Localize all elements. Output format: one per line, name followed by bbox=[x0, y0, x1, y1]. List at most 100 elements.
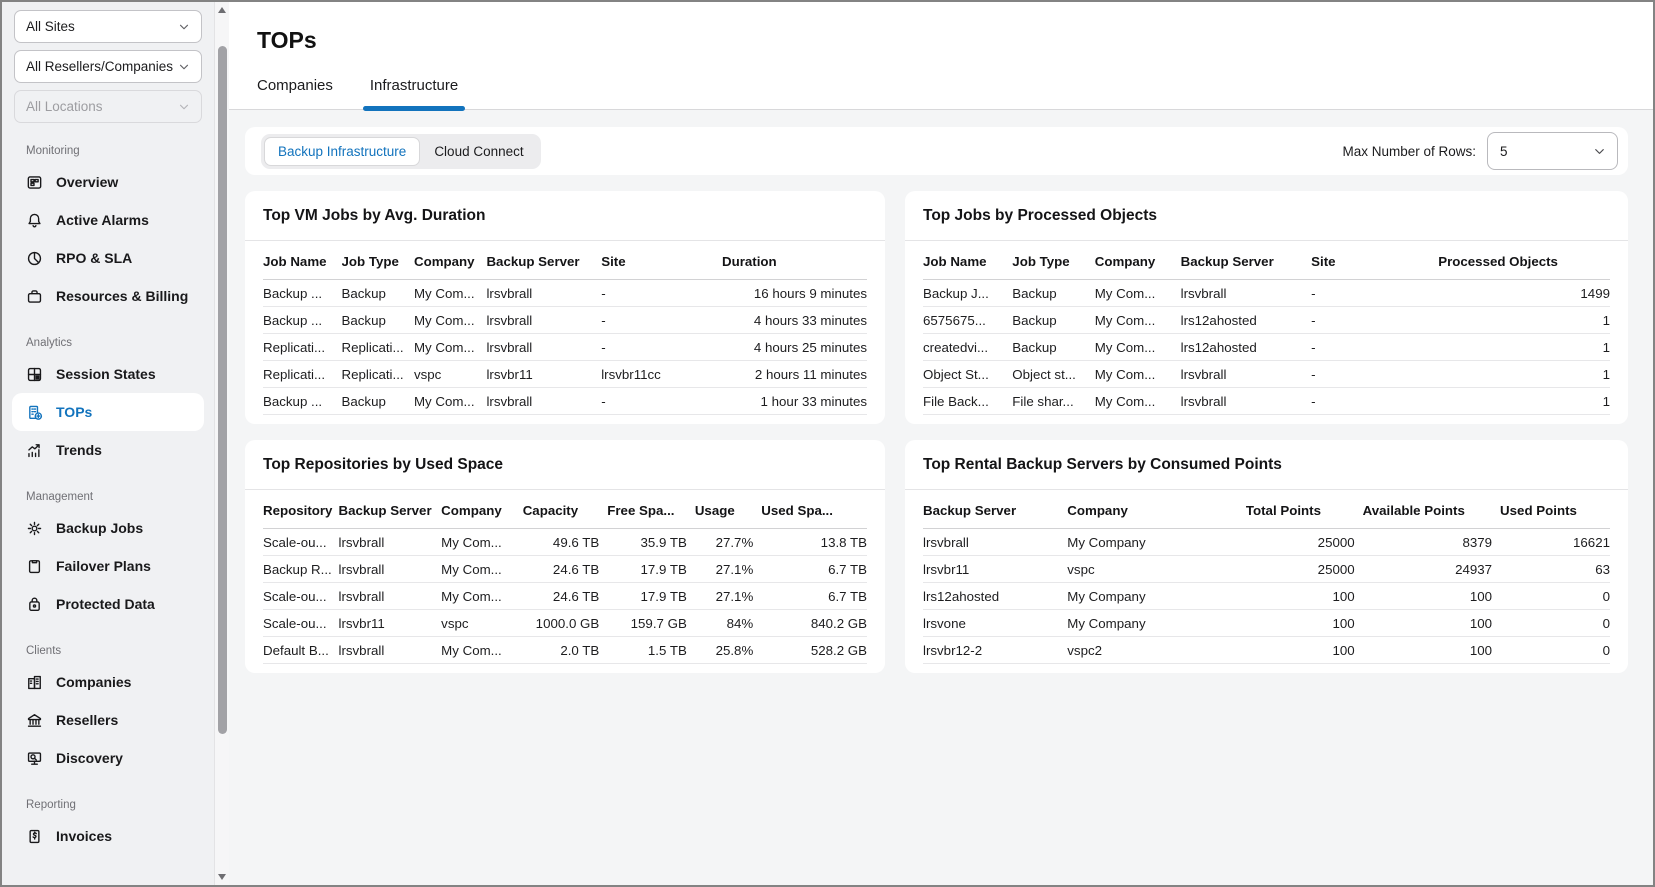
nav-section-label-management: Management bbox=[26, 491, 94, 503]
lock-icon bbox=[26, 596, 43, 613]
sidebar-item-overview[interactable]: Overview bbox=[12, 163, 204, 201]
tab-companies[interactable]: Companies bbox=[257, 77, 333, 94]
cell-site: lrsvbr11cc bbox=[601, 360, 722, 388]
cell-used-points: 0 bbox=[1500, 609, 1610, 637]
filter-select-label: All Sites bbox=[26, 19, 75, 34]
filter-select-all-resellers-companies[interactable]: All Resellers/Companies bbox=[14, 50, 202, 83]
cell-company: vspc bbox=[441, 609, 523, 637]
sidebar-item-label: Invoices bbox=[56, 828, 113, 844]
nav-section-label-monitoring: Monitoring bbox=[26, 145, 80, 157]
cell-used-spa: 528.2 GB bbox=[761, 636, 867, 664]
nav-section-label-clients: Clients bbox=[26, 645, 62, 657]
cell-used-spa: 840.2 GB bbox=[761, 609, 867, 637]
sidebar-item-resellers[interactable]: Resellers bbox=[12, 701, 204, 739]
cell-job-type: Backup bbox=[1012, 333, 1095, 361]
sidebar-item-active-alarms[interactable]: Active Alarms bbox=[12, 201, 204, 239]
table-row: lrs12ahosted My Company 100 100 0 bbox=[923, 582, 1610, 610]
sidebar-item-tops[interactable]: TOPs bbox=[12, 393, 204, 431]
cell-available-points: 100 bbox=[1362, 582, 1501, 610]
table-row: createdvi... Backup My Com... lrs12ahosted -… bbox=[923, 333, 1610, 361]
grid-icon bbox=[26, 366, 43, 383]
cell-company: My Com... bbox=[1094, 279, 1181, 307]
cell-company: My Com... bbox=[441, 582, 523, 610]
segment-cloud-connect[interactable]: Cloud Connect bbox=[420, 137, 537, 166]
filter-select-all-sites[interactable]: All Sites bbox=[14, 10, 202, 43]
cell-company: My Com... bbox=[1094, 306, 1181, 334]
cell-capacity: 2.0 TB bbox=[522, 636, 608, 664]
sidebar-item-session-states[interactable]: Session States bbox=[12, 355, 204, 393]
cell-repository: Scale-ou... bbox=[263, 609, 339, 637]
cell-used-spa: 6.7 TB bbox=[761, 555, 867, 583]
cell-total-points: 25000 bbox=[1245, 555, 1363, 583]
cell-backup-server: lrsvbrall bbox=[338, 582, 442, 610]
sidebar-item-resources-billing[interactable]: Resources & Billing bbox=[12, 277, 204, 315]
cell-free-spa: 159.7 GB bbox=[607, 609, 695, 637]
tab-bar: Companies Infrastructure bbox=[229, 77, 1653, 111]
chevron-down-icon bbox=[177, 100, 191, 114]
nav-section-label-analytics: Analytics bbox=[26, 337, 73, 349]
cell-free-spa: 17.9 TB bbox=[607, 582, 695, 610]
cell-repository: Default B... bbox=[263, 636, 339, 664]
cell-backup-server: lrsvbrall bbox=[338, 636, 442, 664]
sidebar-item-rpo-sla[interactable]: RPO & SLA bbox=[12, 239, 204, 277]
scroll-up-icon[interactable] bbox=[218, 7, 226, 13]
cell-usage: 27.1% bbox=[694, 555, 762, 583]
sidebar-item-invoices[interactable]: Invoices bbox=[12, 817, 204, 855]
sidebar-item-trends[interactable]: Trends bbox=[12, 431, 204, 469]
cell-backup-server: lrsvbrall bbox=[486, 279, 602, 307]
sidebar-item-backup-jobs[interactable]: Backup Jobs bbox=[12, 509, 204, 547]
cell-backup-server: lrsvbr12-2 bbox=[923, 636, 1068, 664]
sidebar-item-protected-data[interactable]: Protected Data bbox=[12, 585, 204, 623]
sidebar-item-companies[interactable]: Companies bbox=[12, 663, 204, 701]
max-rows-select[interactable]: 5 bbox=[1487, 132, 1618, 170]
gear-icon bbox=[26, 520, 43, 537]
sidebar-item-label: Failover Plans bbox=[56, 558, 151, 574]
clipboard-icon bbox=[26, 558, 43, 575]
cell-backup-server: lrs12ahosted bbox=[1180, 333, 1312, 361]
toolbar: Backup Infrastructure Cloud Connect Max N… bbox=[245, 127, 1628, 175]
view-switcher: Backup Infrastructure Cloud Connect bbox=[261, 133, 541, 169]
scroll-down-icon[interactable] bbox=[218, 874, 226, 880]
table-row: Backup J... Backup My Com... lrsvbrall -1499 bbox=[923, 279, 1610, 307]
table-row: lrsvone My Company 100 100 0 bbox=[923, 609, 1610, 637]
cell-company: My Com... bbox=[413, 333, 487, 361]
cell-company: My Com... bbox=[441, 528, 523, 556]
cell-company: My Com... bbox=[441, 555, 523, 583]
chevron-down-icon bbox=[177, 20, 191, 34]
table-header-row: Job Name Job Type Company Backup Server Site… bbox=[263, 241, 867, 280]
cell-site: - bbox=[601, 387, 722, 415]
sidebar-item-label: Protected Data bbox=[56, 596, 155, 612]
cell-processed-objects: 1499 bbox=[1438, 279, 1610, 307]
sidebar-scrollbar[interactable] bbox=[214, 2, 229, 885]
chevron-down-icon bbox=[177, 60, 191, 74]
cell-backup-server: lrsvbrall bbox=[486, 306, 602, 334]
cell-backup-server: lrsvbrall bbox=[1180, 279, 1312, 307]
column-header-job-type: Job Type bbox=[341, 241, 414, 280]
cell-backup-server: lrsvbr11 bbox=[923, 555, 1068, 583]
panels-grid: Top VM Jobs by Avg. Duration Job Name Job … bbox=[245, 191, 1628, 673]
cell-processed-objects: 1 bbox=[1438, 387, 1610, 415]
cell-job-type: Object st... bbox=[1012, 360, 1095, 388]
sidebar-item-failover-plans[interactable]: Failover Plans bbox=[12, 547, 204, 585]
cell-job-name: Backup ... bbox=[263, 279, 342, 307]
segment-backup-infrastructure[interactable]: Backup Infrastructure bbox=[264, 136, 421, 166]
cell-job-name: Backup ... bbox=[263, 306, 342, 334]
cell-company: My Company bbox=[1067, 609, 1246, 637]
cell-duration: 2 hours 11 minutes bbox=[722, 360, 867, 388]
scrollbar-thumb[interactable] bbox=[218, 46, 227, 734]
company-icon bbox=[26, 674, 43, 691]
table-row: Default B... lrsvbrall My Com... 2.0 TB 1.5 … bbox=[263, 636, 867, 664]
filter-select-label: All Resellers/Companies bbox=[26, 59, 174, 74]
cell-company: vspc2 bbox=[1067, 636, 1246, 664]
bell-icon bbox=[26, 212, 43, 229]
table-row: Backup ... Backup My Com... lrsvbrall -16 ho… bbox=[263, 279, 867, 307]
table-row: Replicati... Replicati... vspc lrsvbr11 lrsv… bbox=[263, 360, 867, 388]
cell-job-type: Backup bbox=[341, 279, 414, 307]
sidebar-item-label: Active Alarms bbox=[56, 212, 149, 228]
column-header-used-spa: Used Spa... bbox=[761, 490, 867, 529]
cell-repository: Scale-ou... bbox=[263, 528, 339, 556]
cell-job-type: Replicati... bbox=[341, 360, 414, 388]
tab-infrastructure[interactable]: Infrastructure bbox=[362, 77, 466, 111]
filter-select-all-locations: All Locations bbox=[14, 90, 202, 123]
sidebar-item-discovery[interactable]: Discovery bbox=[12, 739, 204, 777]
